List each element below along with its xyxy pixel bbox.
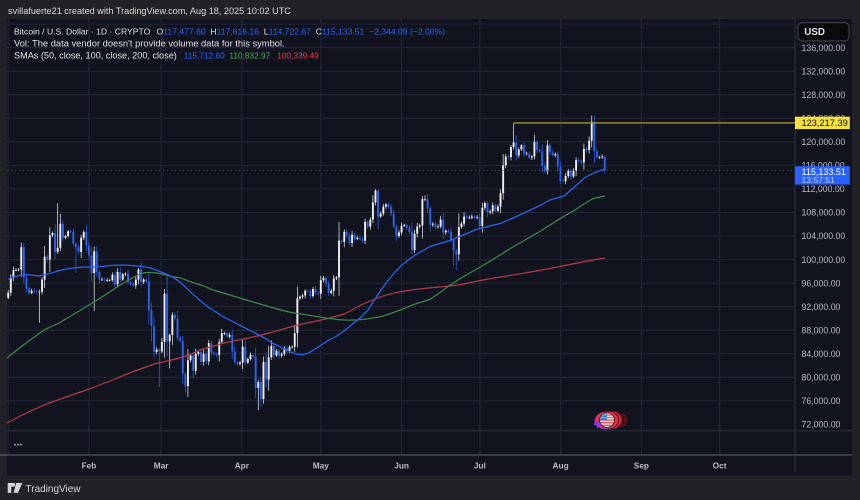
svg-text:76,000.00: 76,000.00 bbox=[802, 396, 841, 406]
svg-text:SMAs (50, close, 100, close, 2: SMAs (50, close, 100, close, 200, close) bbox=[14, 50, 177, 60]
svg-text:104,000.00: 104,000.00 bbox=[802, 231, 846, 241]
svg-text:Aug: Aug bbox=[553, 460, 569, 470]
svg-text:TradingView: TradingView bbox=[26, 484, 82, 495]
svg-text:80,000.00: 80,000.00 bbox=[802, 373, 841, 383]
svg-text:Sep: Sep bbox=[634, 460, 649, 470]
svg-text:115,712.60 110,832.97 100,3: 115,712.60 110,832.97 100,339.49 bbox=[184, 50, 319, 60]
svg-text:120,000.00: 120,000.00 bbox=[802, 137, 846, 147]
svg-text:May: May bbox=[313, 460, 330, 470]
svg-text:O117,477.60 H117,616.16 L114: O117,477.60 H117,616.16 L114,722.67 C115… bbox=[157, 27, 446, 37]
svg-text:Mar: Mar bbox=[154, 460, 170, 470]
svg-text:Apr: Apr bbox=[235, 460, 250, 470]
svg-text:128,000.00: 128,000.00 bbox=[802, 90, 846, 100]
svg-text:Bitcoin / U.S. Dollar · 1D · C: Bitcoin / U.S. Dollar · 1D · CRYPTO bbox=[14, 27, 151, 37]
svg-text:132,000.00: 132,000.00 bbox=[802, 66, 846, 76]
svg-text:123,217.39: 123,217.39 bbox=[802, 118, 848, 128]
svg-text:84,000.00: 84,000.00 bbox=[802, 349, 841, 359]
svg-text:136,000.00: 136,000.00 bbox=[802, 43, 846, 53]
svg-text:92,000.00: 92,000.00 bbox=[802, 302, 841, 312]
svg-text:Vol: The data vendor doesn't p: Vol: The data vendor doesn't provide vol… bbox=[14, 38, 285, 48]
svg-text:100,000.00: 100,000.00 bbox=[802, 255, 846, 265]
svg-text:115,133.51: 115,133.51 bbox=[802, 167, 846, 177]
svg-text:108,000.00: 108,000.00 bbox=[802, 208, 846, 218]
svg-text:Jun: Jun bbox=[394, 460, 409, 470]
svg-text:USD: USD bbox=[804, 27, 825, 38]
svg-text:Feb: Feb bbox=[82, 460, 97, 470]
svg-text:72,000.00: 72,000.00 bbox=[802, 420, 841, 430]
svg-text:13:57:51: 13:57:51 bbox=[802, 175, 836, 185]
svg-text:Jul: Jul bbox=[474, 460, 486, 470]
svg-text:Oct: Oct bbox=[713, 460, 727, 470]
svg-text:112,000.00: 112,000.00 bbox=[802, 184, 845, 194]
svg-text:96,000.00: 96,000.00 bbox=[802, 278, 841, 288]
svg-text:svillafuerte21 created with Tr: svillafuerte21 created with TradingView.… bbox=[8, 6, 291, 16]
svg-text:116,000.00: 116,000.00 bbox=[802, 161, 845, 171]
svg-text:88,000.00: 88,000.00 bbox=[802, 325, 841, 335]
